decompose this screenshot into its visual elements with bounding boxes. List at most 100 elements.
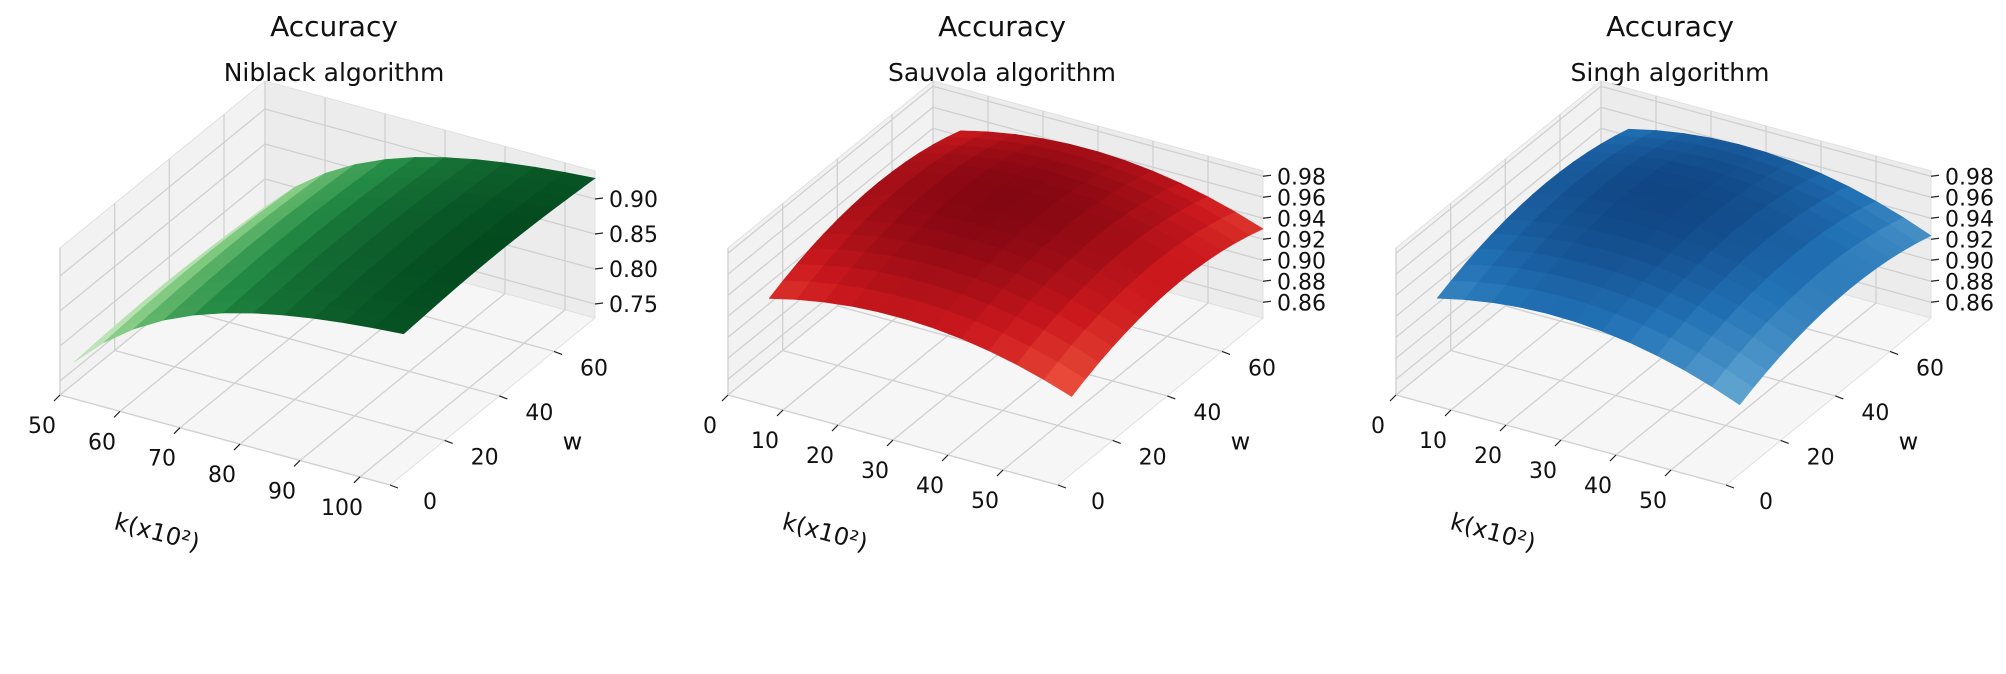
grid-line [1670,302,1877,471]
z-tick-mark [1930,174,1940,177]
y-tick-mark [389,484,399,489]
x-axis-label: k(x10²) [779,507,870,557]
z-tick-label: 0.86 [1945,291,1994,316]
grid-line [169,305,500,397]
y-tick-label: 40 [1861,401,1889,426]
surface-plot-niblack: 50 60 70 80 90 100 0 20 40 60 0.75 0.80 0.85 0.90 k(x1… [28,79,658,557]
z-tick-mark [1930,195,1940,198]
z-tick-mark [1262,195,1272,198]
chart-title: Accuracy [938,10,1066,43]
z-tick-label: 0.96 [1945,186,1994,211]
x-tick-label: 30 [861,459,889,484]
z-tick-mark [1930,216,1940,219]
x-axis-label: k(x10²) [111,507,202,557]
x-tick-mark [1389,394,1397,402]
x-tick-label: 0 [703,414,717,439]
y-axis-label: w [1231,428,1251,456]
grid-line [1002,302,1209,471]
chart-panel-sauvola: Accuracy Sauvola algorithm 0 10 20 30 40 50 0 2… [668,0,1336,674]
z-tick-mark [1262,216,1272,219]
z-tick-mark [1930,237,1940,240]
y-tick-mark [444,439,453,445]
x-tick-mark [1554,439,1562,447]
x-tick-label: 100 [321,496,363,521]
surface-facet [1043,361,1086,397]
y-tick-mark [1112,439,1121,445]
x-tick-mark [721,394,729,402]
x-tick-mark [1444,409,1452,417]
grid-line [727,106,934,275]
x-tick-mark [1609,454,1617,462]
grid-line [782,349,1113,442]
z-tick-label: 0.92 [1945,228,1994,253]
grid-line [727,85,934,254]
y-tick-mark [1221,350,1231,355]
y-tick-mark [1725,484,1735,489]
chart-title: Accuracy [270,10,398,43]
z-tick-mark [594,302,604,305]
z-tick-mark [594,197,604,200]
z-tick-label: 0.94 [1277,207,1326,232]
y-tick-label: 40 [525,401,553,426]
grid-line [59,178,266,347]
x-tick-label: 60 [88,430,116,455]
y-tick-label: 60 [1916,356,1944,381]
grid-line [59,108,266,277]
grid-line [727,127,934,296]
z-tick-label: 0.94 [1945,207,1994,232]
x-tick-mark [1664,469,1672,477]
y-axis-label: w [563,428,583,456]
z-tick-label: 0.90 [1277,249,1326,274]
y-tick-label: 60 [580,356,608,381]
y-tick-mark [1835,395,1844,400]
x-tick-mark [353,476,361,484]
x-axis-label: k(x10²) [1447,507,1538,557]
z-tick-mark [1262,300,1272,303]
x-tick-label: 20 [1474,444,1502,469]
z-tick-mark [1262,258,1272,261]
z-tick-label: 0.80 [609,258,658,283]
x-tick-mark [113,410,121,418]
y-tick-label: 20 [1139,445,1167,470]
grid-line [59,143,266,312]
y-tick-mark [499,395,508,400]
x-tick-label: 50 [971,489,999,514]
z-tick-label: 0.85 [609,223,658,248]
x-tick-mark [776,409,784,417]
z-tick-label: 0.88 [1277,270,1326,295]
x-tick-label: 90 [268,479,296,504]
z-tick-label: 0.96 [1277,186,1326,211]
y-tick-mark [1057,484,1067,489]
y-tick-mark [1780,439,1789,445]
x-tick-mark [173,427,181,435]
y-tick-label: 20 [1807,445,1835,470]
x-tick-label: 10 [751,429,779,454]
y-tick-label: 60 [1248,356,1276,381]
x-tick-label: 30 [1529,459,1557,484]
x-tick-label: 80 [208,463,236,488]
chart-subtitle: Sauvola algorithm [888,58,1116,87]
x-tick-label: 70 [148,447,176,472]
z-tick-mark [1262,174,1272,177]
x-tick-mark [53,394,61,402]
surface-facet [1711,369,1754,406]
chart-panel-niblack: Accuracy Niblack algorithm 50 60 70 80 90 100… [0,0,668,674]
z-tick-mark [1930,279,1940,282]
x-tick-label: 40 [1584,474,1612,499]
z-tick-mark [594,267,604,270]
x-tick-mark [233,443,241,451]
z-tick-mark [1262,237,1272,240]
x-tick-label: 20 [806,444,834,469]
z-tick-label: 0.90 [609,188,658,213]
x-tick-label: 50 [28,414,56,439]
x-tick-mark [886,439,894,447]
z-tick-label: 0.92 [1277,228,1326,253]
y-tick-label: 0 [423,490,437,515]
x-tick-label: 50 [1639,489,1667,514]
grid-line [299,292,506,461]
grid-line [1395,127,1602,296]
y-tick-mark [1167,395,1176,400]
x-tick-mark [996,469,1004,477]
